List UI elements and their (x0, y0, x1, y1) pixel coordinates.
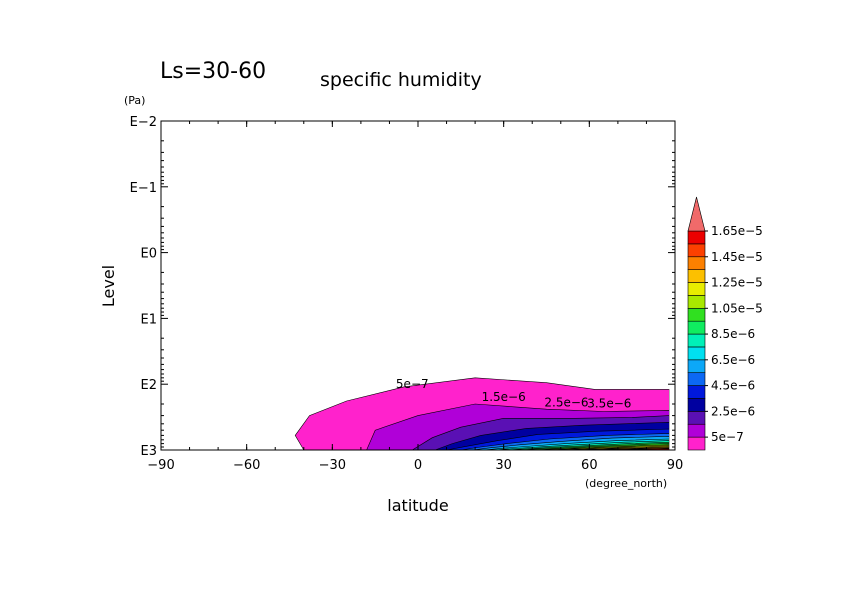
colorbar-swatch (687, 398, 706, 412)
plot-blank-edge (669, 121, 675, 450)
colorbar-swatch (687, 243, 706, 258)
contour-label-layer: 5e−7 1.5e−6 2.5e−63.5e−6 (396, 377, 631, 410)
colorbar-swatch (687, 436, 706, 451)
colorbar-swatch (687, 295, 706, 309)
colorbar-tick-label: 8.5e−6 (711, 327, 755, 341)
x-tick-label: 0 (414, 458, 422, 473)
colorbar-swatch (687, 423, 706, 438)
y-axis-title: Level (99, 265, 118, 307)
colorbar-tick-label: 1.25e−5 (711, 276, 763, 290)
y-tick-label: E3 (141, 444, 158, 459)
contour-label: 2.5e−6 (544, 396, 588, 410)
colorbar-extend-arrow (687, 196, 706, 232)
colorbar-swatch (687, 230, 706, 245)
x-tick-label: 30 (495, 458, 512, 473)
x-tick-label: 60 (581, 458, 598, 473)
colorbar-swatch (687, 269, 706, 283)
colorbar-swatch (687, 346, 706, 361)
x-axis-title: latitude (387, 496, 448, 515)
y-tick-label: E1 (141, 312, 158, 327)
y-unit-label: (Pa) (124, 94, 145, 107)
colorbar-tick-label: 6.5e−6 (711, 353, 755, 367)
colorbar-swatch (687, 385, 706, 399)
colorbar-swatch (687, 411, 706, 425)
colorbar-swatch (687, 359, 706, 374)
colorbar-tick-label: 2.5e−6 (711, 404, 755, 418)
colorbar-swatch (687, 282, 706, 296)
colorbar-tick-label: 1.45e−5 (711, 250, 763, 264)
x-tick-label: −30 (319, 458, 346, 473)
colorbar-tick-label: 1.65e−5 (711, 224, 763, 238)
x-tick-label: −90 (147, 458, 174, 473)
y-tick-label: E2 (141, 378, 158, 393)
contour-fill-layer (294, 121, 675, 450)
y-tick-label: E−1 (130, 181, 157, 196)
colorbar-swatch (687, 333, 706, 348)
colorbar: 1.65e−5 1.45e−5 1.25e−5 1.05e−5 8.5e−6 6.5e−6… (687, 196, 763, 451)
x-axis: −90 −60 −30 0 30 60 90 (147, 121, 683, 473)
x-tick-label: −60 (233, 458, 260, 473)
x-unit-label: (degree_north) (585, 477, 667, 490)
x-tick-label: 90 (667, 458, 684, 473)
colorbar-swatch (687, 320, 706, 335)
colorbar-tick-label: 5e−7 (711, 430, 744, 444)
colorbar-swatch (687, 372, 706, 386)
y-tick-label: E−2 (130, 115, 157, 130)
contour-label: 5e−7 (396, 377, 429, 391)
season-label: Ls=30-60 (160, 59, 266, 84)
chart-title: specific humidity (320, 69, 482, 91)
colorbar-tick-label: 4.5e−6 (711, 379, 755, 393)
y-axis: E3 E2 E1 E0 E−1 E−2 (130, 115, 675, 459)
y-tick-label: E0 (141, 247, 158, 262)
colorbar-tick-label: 1.05e−5 (711, 301, 763, 315)
contour-label: 3.5e−6 (587, 396, 631, 410)
colorbar-swatch (687, 307, 706, 322)
colorbar-swatch (687, 256, 706, 270)
contour-label: 1.5e−6 (482, 390, 526, 404)
